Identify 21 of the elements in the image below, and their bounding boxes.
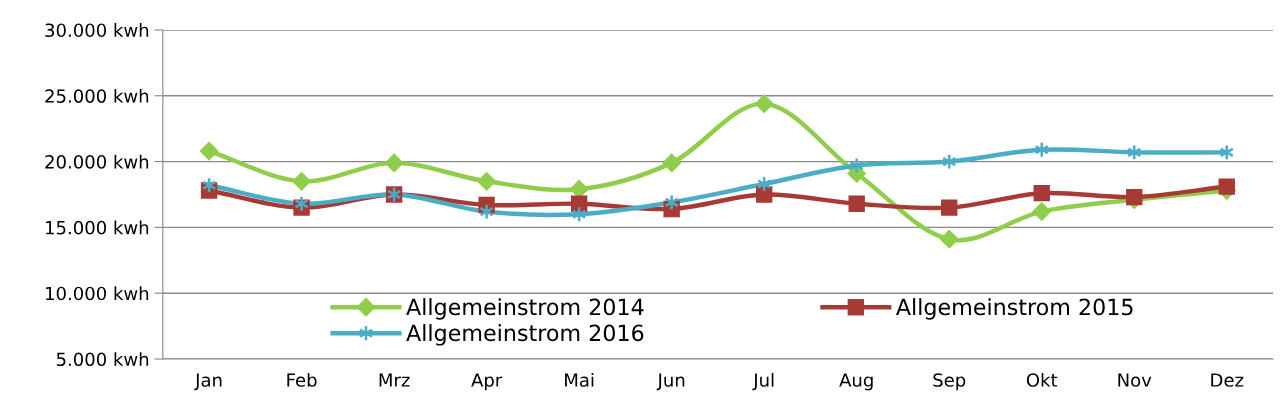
legend-label: Allgemeinstrom 2014 [406, 298, 644, 320]
y-tick-label: 15.000 kwh [46, 220, 149, 235]
y-tick-label: 5.000 kwh [56, 352, 149, 367]
x-tick-label: Mai [565, 372, 594, 387]
x-tick-label: Mrz [379, 373, 410, 387]
x-tick-label: Feb [287, 372, 317, 387]
x-tick-label: Aug [839, 373, 873, 391]
x-tick-label: Jul [752, 372, 774, 391]
y-tick-label: 25.000 kwh [45, 88, 149, 103]
y-tick-label: 10.000 kwh [46, 286, 149, 301]
x-tick-label: Okt [1026, 372, 1058, 387]
y-tick-label: 30.000 kwh [45, 23, 149, 38]
x-tick-label: Nov [1118, 373, 1152, 387]
x-tick-label: Apr [471, 373, 503, 391]
x-tick-label: Jun [656, 373, 685, 391]
legend-label: Allgemeinstrom 2016 [406, 324, 644, 346]
x-tick-label: Jan [194, 373, 222, 391]
y-tick-label: 20.000 kwh [45, 154, 149, 169]
x-tick-label: Dez [1211, 373, 1244, 387]
legend-label: Allgemeinstrom 2015 [896, 298, 1133, 320]
x-tick-label: Sep [933, 373, 966, 391]
